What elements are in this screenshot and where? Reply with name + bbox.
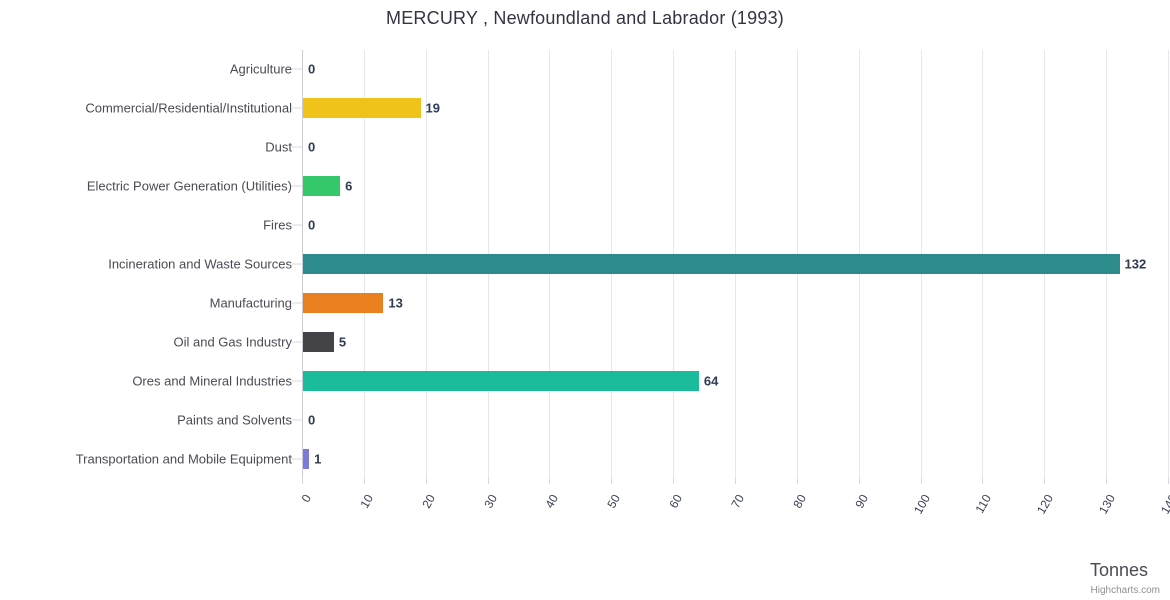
y-axis-tick — [292, 380, 302, 382]
chart-title: MERCURY , Newfoundland and Labrador (199… — [386, 8, 784, 28]
x-axis-tick — [302, 478, 303, 484]
x-axis-tick — [611, 478, 613, 484]
x-axis-tick — [982, 478, 984, 484]
category-label: Incineration and Waste Sources — [108, 256, 292, 272]
category-label: Electric Power Generation (Utilities) — [86, 178, 292, 194]
bar-value-label: 19 — [425, 100, 440, 116]
x-axis-tick — [1168, 478, 1169, 484]
x-axis-tick — [796, 478, 798, 484]
x-axis-tick-label: 60 — [666, 492, 686, 511]
y-axis-tick — [292, 302, 302, 304]
bar[interactable] — [303, 331, 334, 352]
gridline — [302, 50, 303, 478]
x-axis-tick-label: 40 — [542, 492, 562, 511]
x-axis-tick — [920, 478, 922, 484]
bar-value-label: 0 — [308, 217, 316, 233]
bar[interactable] — [303, 370, 699, 391]
category-label: Agriculture — [229, 61, 292, 77]
x-axis-tick-label: 10 — [357, 492, 376, 511]
x-axis-tick-label: 90 — [852, 492, 871, 511]
y-axis-tick — [292, 263, 302, 265]
x-axis-tick-label: 140 — [1157, 492, 1170, 517]
x-axis-tick-label: 0 — [298, 492, 315, 505]
y-axis-tick — [292, 107, 302, 109]
x-axis-tick-label: 110 — [972, 492, 995, 516]
x-axis-tick-label: 130 — [1096, 492, 1119, 517]
y-axis-tick — [292, 68, 302, 70]
y-axis-tick — [292, 146, 302, 148]
x-axis-tick — [858, 478, 860, 484]
bar-value-label: 1 — [314, 451, 322, 467]
y-axis-tick — [292, 185, 302, 187]
x-axis-tick-label: 70 — [728, 492, 748, 511]
x-axis-tick — [735, 478, 736, 484]
bar-value-label: 0 — [308, 61, 316, 77]
bar-value-label: 64 — [703, 373, 719, 389]
category-label: Paints and Solvents — [177, 412, 292, 428]
category-label: Oil and Gas Industry — [173, 334, 293, 350]
x-axis-tick — [487, 478, 489, 484]
bar-value-label: 13 — [388, 295, 403, 311]
x-axis-tick — [1106, 478, 1108, 484]
y-axis-tick — [292, 224, 302, 226]
x-axis-tick — [1044, 478, 1046, 484]
gridline — [1168, 50, 1169, 478]
x-axis-tick-label: 20 — [419, 492, 438, 511]
category-label: Dust — [265, 139, 292, 155]
bar-value-label: 0 — [308, 412, 316, 428]
bar[interactable] — [303, 176, 341, 197]
category-label: Manufacturing — [209, 295, 292, 311]
x-axis-tick-label: 80 — [790, 492, 809, 511]
x-axis-tick — [363, 478, 365, 484]
category-label: Commercial/Residential/Institutional — [85, 100, 292, 116]
x-axis-tick-label: 50 — [604, 492, 624, 511]
category-label: Transportation and Mobile Equipment — [75, 451, 292, 467]
bar-value-label: 5 — [338, 334, 347, 350]
category-label: Ores and Mineral Industries — [132, 373, 292, 389]
x-axis-tick-label: 120 — [1034, 492, 1057, 517]
y-axis-tick — [292, 419, 302, 421]
x-axis-tick — [425, 478, 427, 484]
bar-value-label: 132 — [1124, 256, 1147, 272]
bar-value-label: 0 — [308, 139, 316, 155]
x-axis-tick-label: 100 — [910, 492, 933, 517]
x-axis-tick — [673, 478, 675, 484]
x-axis-tick — [549, 478, 551, 484]
bar[interactable] — [303, 98, 421, 119]
y-axis-tick — [292, 341, 302, 343]
credits-label: Highcharts.com — [1090, 585, 1160, 596]
y-axis-tick — [292, 458, 302, 460]
bar[interactable] — [303, 254, 1120, 274]
x-axis-tick-label: 30 — [480, 492, 500, 511]
x-axis-title: Tonnes — [1089, 560, 1148, 580]
bar-value-label: 6 — [345, 178, 353, 194]
bar[interactable] — [303, 448, 310, 469]
bar[interactable] — [303, 292, 384, 313]
category-label: Fires — [263, 217, 292, 233]
